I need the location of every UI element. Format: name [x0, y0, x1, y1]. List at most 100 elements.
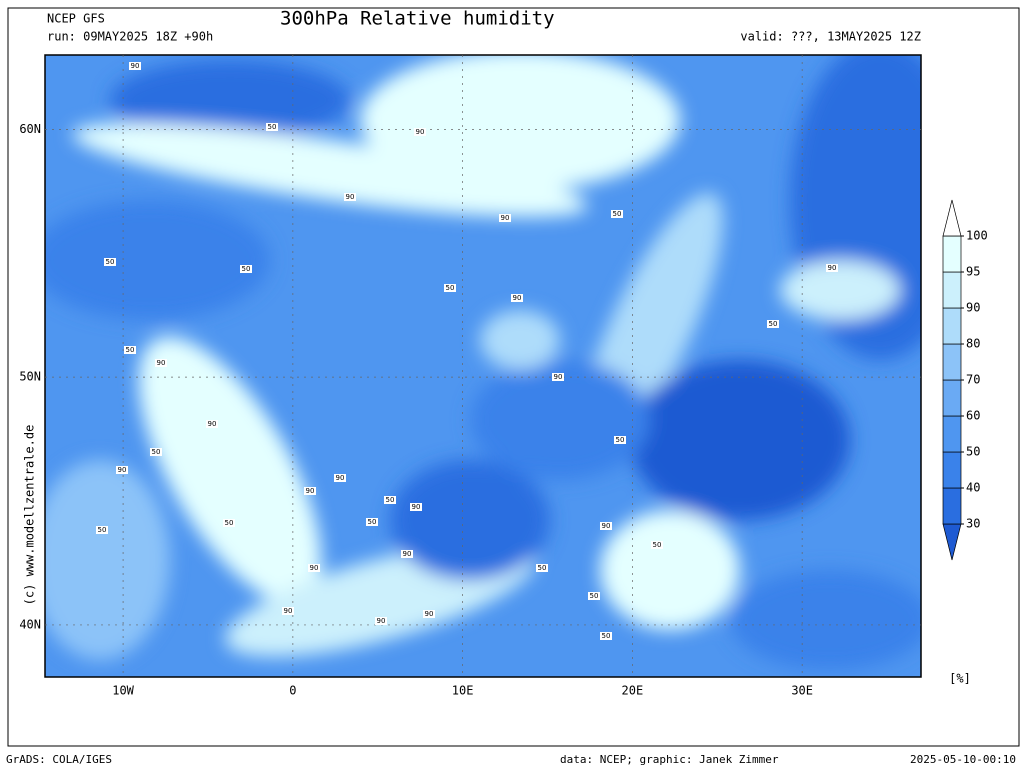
- contour-label: 50: [538, 564, 547, 572]
- contour-label-box: [600, 522, 612, 530]
- contour-label-box: [129, 62, 141, 70]
- contour-label-box: [651, 541, 663, 549]
- contour-label: 50: [126, 346, 135, 354]
- footer-center: data: NCEP; graphic: Janek Zimmer: [560, 753, 779, 766]
- contour-label: 90: [501, 214, 510, 222]
- contour-label: 50: [769, 320, 778, 328]
- colorbar-segment: [942, 271, 962, 309]
- contour-label-box: [511, 294, 523, 302]
- colorbar-label: 40: [966, 481, 980, 495]
- contour-label: 50: [225, 519, 234, 527]
- lon-tick-label: 10W: [112, 684, 134, 698]
- colorbar-label: 100: [966, 229, 988, 243]
- contour-label-box: [611, 210, 623, 218]
- contour-label: 90: [336, 474, 345, 482]
- contour-label: 90: [306, 487, 315, 495]
- contour-label-box: [223, 519, 235, 527]
- lon-tick-label: 20E: [622, 684, 644, 698]
- contour-label: 50: [590, 592, 599, 600]
- contour-label: 50: [602, 632, 611, 640]
- contour-label: 90: [157, 359, 166, 367]
- contour-label-box: [414, 128, 426, 136]
- footer-left: GrADS: COLA/IGES: [6, 753, 112, 766]
- colorbar-label: 70: [966, 373, 980, 387]
- contour-label-box: [308, 564, 320, 572]
- contour-label-box: [104, 258, 116, 266]
- contour-label-box: [614, 436, 626, 444]
- colorbar-extend-low: [942, 523, 962, 561]
- contour-label: 90: [416, 128, 425, 136]
- contour-label-box: [401, 550, 413, 558]
- contour-label-box: [240, 265, 252, 273]
- colorbar-segment: [942, 415, 962, 453]
- contour-label: 90: [208, 420, 217, 428]
- map-title: 300hPa Relative humidity: [280, 8, 555, 30]
- contour-label-box: [96, 526, 108, 534]
- contour-label: 50: [98, 526, 107, 534]
- contour-label: 50: [446, 284, 455, 292]
- lon-tick-label: 10E: [452, 684, 474, 698]
- colorbar-extend-high: [942, 199, 962, 237]
- contour-label-box: [206, 420, 218, 428]
- contour-label: 90: [513, 294, 522, 302]
- contour-label: 90: [377, 617, 386, 625]
- contour-label-box: [767, 320, 779, 328]
- colorbar-label: 60: [966, 409, 980, 423]
- contour-label-box: [334, 474, 346, 482]
- run-info: run: 09MAY2025 18Z +90h: [47, 30, 213, 44]
- lon-tick-label: 0: [289, 684, 296, 698]
- contour-label-box: [116, 466, 128, 474]
- contour-label: 90: [310, 564, 319, 572]
- contour-label: 50: [152, 448, 161, 456]
- contour-label: 90: [118, 466, 127, 474]
- contour-label: 90: [403, 550, 412, 558]
- colorbar-segment: [942, 307, 962, 345]
- contour-label-box: [155, 359, 167, 367]
- contour-label: 90: [284, 607, 293, 615]
- contour-label-box: [304, 487, 316, 495]
- colorbar-segment: [942, 235, 962, 273]
- contour-label-box: [344, 193, 356, 201]
- humidity-field: [45, 55, 921, 677]
- contour-label-box: [366, 518, 378, 526]
- colorbar-label: 50: [966, 445, 980, 459]
- contour-label: 90: [828, 264, 837, 272]
- colorbar-segment: [942, 451, 962, 489]
- contour-label-box: [499, 214, 511, 222]
- contour-label: 50: [242, 265, 251, 273]
- frame: [7, 7, 1020, 747]
- lat-tick-label: 40N: [19, 617, 41, 631]
- contour-label-box: [384, 496, 396, 504]
- contour-label-box: [266, 123, 278, 131]
- contour-label-box: [410, 503, 422, 511]
- colorbar-label: 90: [966, 301, 980, 315]
- colorbar-label: 30: [966, 517, 980, 531]
- colorbar-label: 80: [966, 337, 980, 351]
- contour-label-box: [826, 264, 838, 272]
- colorbar-segment: [942, 343, 962, 381]
- contour-label-box: [282, 607, 294, 615]
- colorbar-segment: [942, 487, 962, 525]
- contour-label: 90: [346, 193, 355, 201]
- footer-right: 2025-05-10-00:10: [910, 753, 1016, 766]
- model-name: NCEP GFS: [47, 12, 105, 26]
- lat-tick-label: 60N: [19, 122, 41, 136]
- contour-label-box: [124, 346, 136, 354]
- contour-label: 50: [268, 123, 277, 131]
- contour-label: 90: [554, 373, 563, 381]
- contour-label: 90: [425, 610, 434, 618]
- lon-tick-label: 30E: [791, 684, 813, 698]
- colorbar-unit: [%]: [949, 672, 971, 686]
- contour-label: 90: [131, 62, 140, 70]
- contour-label: 50: [368, 518, 377, 526]
- contour-label-box: [150, 448, 162, 456]
- colorbar-label: 95: [966, 265, 980, 279]
- contour-label: 90: [602, 522, 611, 530]
- contour-label: 50: [653, 541, 662, 549]
- contour-label-box: [444, 284, 456, 292]
- watermark: (c) www.modellzentrale.de: [23, 425, 37, 606]
- contour-label-box: [600, 632, 612, 640]
- contour-label: 90: [412, 503, 421, 511]
- contour-label-box: [552, 373, 564, 381]
- valid-time: valid: ???, 13MAY2025 12Z: [740, 30, 921, 44]
